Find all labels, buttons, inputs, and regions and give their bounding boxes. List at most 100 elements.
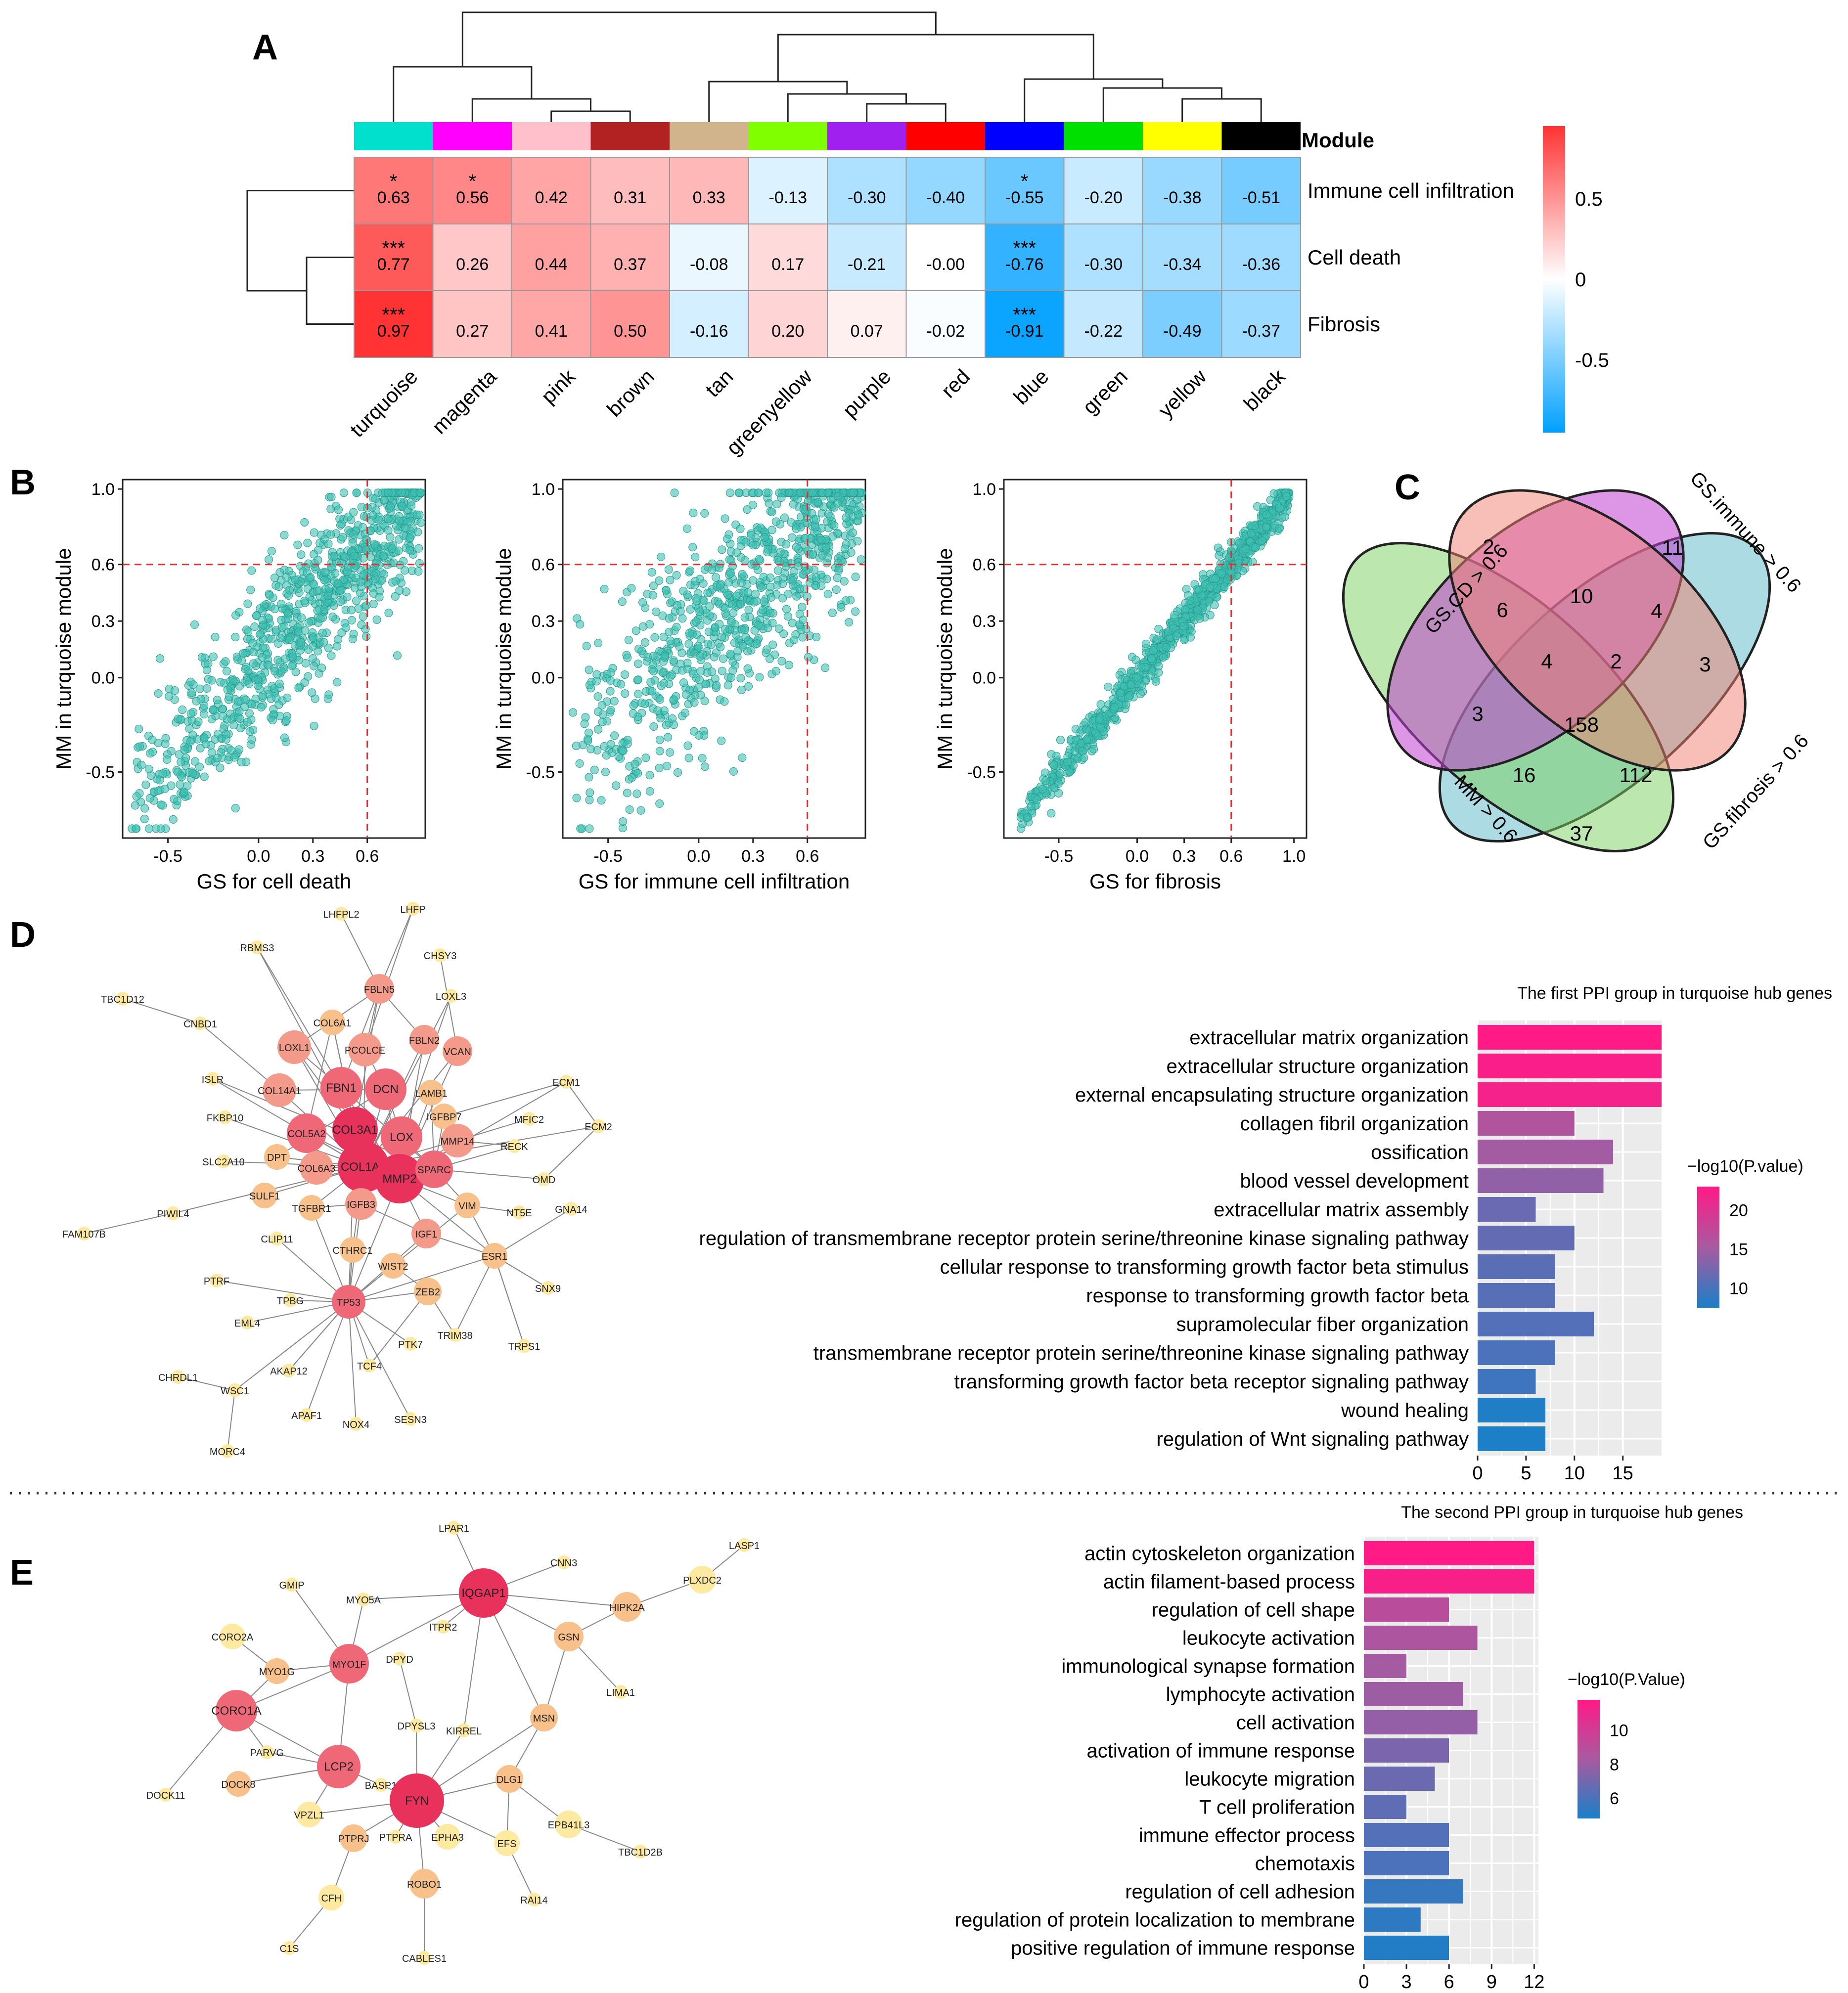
panel-label-a: A (252, 28, 278, 67)
scatter-point (720, 697, 729, 706)
cell-value-label: -0.51 (1242, 188, 1281, 207)
row-label: Immune cell infiltration (1307, 179, 1514, 202)
scatter-point (694, 683, 703, 692)
x-tick-label: 1.0 (1282, 847, 1306, 866)
scatter-point (738, 570, 747, 578)
scatter-point (145, 824, 154, 833)
scatter-point (248, 639, 257, 648)
network-node (210, 1274, 224, 1287)
scatter-point (659, 632, 668, 641)
scatter-point (738, 753, 747, 762)
scatter-point (374, 515, 383, 524)
scatter-point (729, 608, 738, 617)
scatter-point (200, 734, 209, 743)
scatter-point (416, 518, 425, 527)
cell-value-label: -0.55 (1005, 188, 1044, 207)
scatter-point (333, 642, 342, 651)
scatter-point (333, 678, 342, 687)
scatter-point (792, 543, 801, 552)
scatter-point (796, 488, 805, 497)
scatter-point (281, 655, 290, 664)
scatter-point (631, 759, 639, 768)
scatter-point (1212, 593, 1221, 602)
scatter-point (762, 488, 770, 497)
scatter-point (704, 627, 713, 636)
column-label: tan (701, 365, 738, 402)
x-tick-label: -0.5 (153, 847, 182, 866)
scatter-point (725, 488, 734, 497)
heatmap-cell (1221, 223, 1301, 291)
module-color-strip (354, 122, 1301, 150)
scatter-point (840, 577, 849, 586)
network-node (374, 1778, 388, 1792)
scatter-point (782, 605, 791, 614)
network-node (436, 1620, 450, 1634)
network-node-label: RECK (500, 1142, 528, 1152)
scatter-fibrosis: -0.5 0.0 0.3 0.6 1.0 -0.5 0.0 0.3 0.6 1.0 GS for f… (933, 479, 1307, 893)
scatter-point (1028, 809, 1037, 818)
x-tick-label: 10 (1564, 1463, 1585, 1484)
network-node (348, 1033, 382, 1066)
scatter-point (780, 513, 789, 522)
scatter-point (222, 730, 230, 739)
y-tick-label: 0.0 (91, 669, 115, 688)
network-node (409, 1869, 439, 1899)
network-node (444, 989, 458, 1003)
scatter-point (728, 666, 737, 675)
scatter-point (715, 620, 724, 628)
scatter-point (213, 753, 222, 762)
heatmap-cell (1142, 223, 1222, 291)
network-node (457, 1724, 471, 1737)
bar (1364, 1654, 1407, 1678)
network-edge (494, 1208, 572, 1256)
network-node-label: SESN3 (394, 1415, 427, 1425)
scatter-point (748, 500, 757, 509)
cell-value-label: 0.37 (614, 255, 646, 274)
heatmap-cell (985, 157, 1065, 224)
scatter-point (414, 544, 423, 553)
network-node-label: ITPR2 (429, 1622, 457, 1633)
scatter-point (618, 746, 627, 755)
scatter-point (747, 531, 756, 539)
cell-value-label: -0.30 (1084, 255, 1123, 274)
scatter-point (648, 591, 657, 600)
network-node (415, 1151, 453, 1188)
network-node-label: EPB41L3 (548, 1820, 590, 1831)
scatter-point (372, 615, 381, 624)
scatter-point (384, 609, 393, 618)
venn-region-immune-only: 11 (1662, 536, 1683, 559)
scatter-point (213, 696, 222, 705)
column-label: blue (1009, 365, 1053, 409)
scatter-point (1038, 785, 1047, 794)
network-node (320, 1067, 362, 1108)
scatter-point (369, 599, 378, 608)
scatter-point (723, 590, 732, 599)
scatter-point (141, 780, 150, 789)
scatter-point (379, 551, 388, 560)
scatter-point (712, 573, 721, 582)
scatter-point (833, 574, 842, 582)
network-node-label: TRIM38 (437, 1330, 472, 1341)
scatter-point (766, 609, 775, 618)
module-header: Module (1302, 129, 1374, 152)
scatter-point (371, 494, 380, 503)
network-node (409, 1025, 439, 1055)
bar (1364, 1907, 1421, 1932)
heatmap-cell (511, 290, 591, 358)
dendrogram-branch (787, 93, 907, 122)
network-node (299, 1195, 324, 1221)
scatter-point (732, 548, 741, 557)
y-tick-label: 0.3 (91, 612, 115, 631)
category-label: cell activation (1236, 1712, 1355, 1734)
scatter-point (750, 598, 759, 607)
scatter-point (576, 620, 585, 629)
network-node (364, 974, 394, 1004)
scatter-point (231, 804, 240, 813)
network-node-label: MMP14 (441, 1136, 475, 1147)
scatter-point (772, 581, 781, 590)
module-swatch-red (906, 122, 985, 150)
venn-region-all: 158 (1564, 713, 1599, 736)
y-tick-label: -0.5 (86, 763, 115, 782)
scatter-point (597, 701, 606, 709)
scatter-point (1153, 635, 1162, 644)
